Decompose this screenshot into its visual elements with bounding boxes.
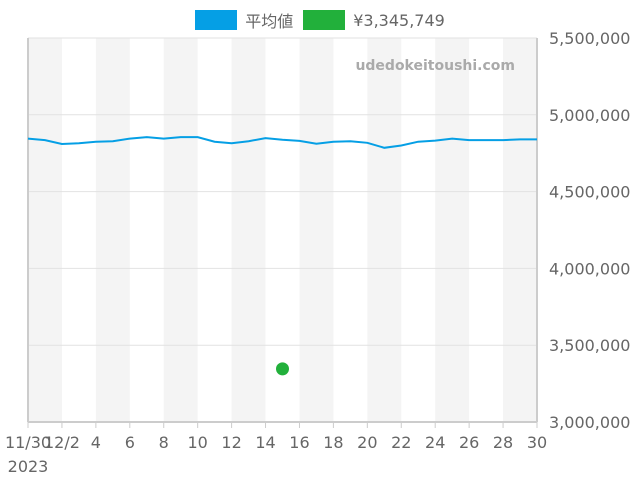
legend-item-price[interactable]: ¥3,345,749	[303, 10, 445, 30]
y-tick-label: 5,000,000	[549, 106, 630, 125]
x-tick-label: 26	[459, 433, 479, 452]
x-tick-label: 12/2	[44, 433, 80, 452]
chart-legend: 平均値 ¥3,345,749	[0, 8, 640, 32]
x-tick-label: 16	[289, 433, 309, 452]
legend-swatch-price	[303, 10, 346, 30]
x-tick-label: 4	[91, 433, 101, 452]
x-tick-label: 18	[323, 433, 343, 452]
x-tick-label: 6	[125, 433, 135, 452]
y-tick-label: 3,000,000	[549, 413, 630, 432]
legend-label-average: 平均値	[245, 12, 294, 31]
y-tick-label: 4,000,000	[549, 259, 630, 278]
y-tick-label: 3,500,000	[549, 336, 630, 355]
y-tick-label: 4,500,000	[549, 183, 630, 202]
x-year-label: 2023	[8, 457, 49, 476]
band	[299, 38, 334, 422]
x-tick-label: 22	[391, 433, 411, 452]
band	[367, 38, 402, 422]
x-tick-label: 10	[187, 433, 207, 452]
x-tick-label: 14	[255, 433, 275, 452]
legend-swatch-average	[195, 10, 238, 30]
band	[231, 38, 266, 422]
x-tick-label: 12	[221, 433, 241, 452]
band	[503, 38, 537, 422]
average-line	[27, 136, 537, 149]
x-tick-label: 20	[357, 433, 377, 452]
legend-item-average[interactable]: 平均値	[195, 8, 293, 32]
band	[95, 38, 130, 422]
watermark: udedokeitoushi.com	[355, 58, 515, 74]
legend-label-price: ¥3,345,749	[353, 10, 445, 30]
y-tick-label: 5,500,000	[549, 29, 630, 48]
x-tick-label: 11/30	[5, 433, 51, 452]
band	[435, 38, 470, 422]
band	[163, 38, 198, 422]
x-tick-label: 30	[527, 433, 547, 452]
x-tick-label: 28	[493, 433, 513, 452]
x-tick-label: 8	[159, 433, 169, 452]
band	[28, 38, 62, 422]
price-point	[276, 362, 289, 376]
x-tick-label: 24	[425, 433, 445, 452]
